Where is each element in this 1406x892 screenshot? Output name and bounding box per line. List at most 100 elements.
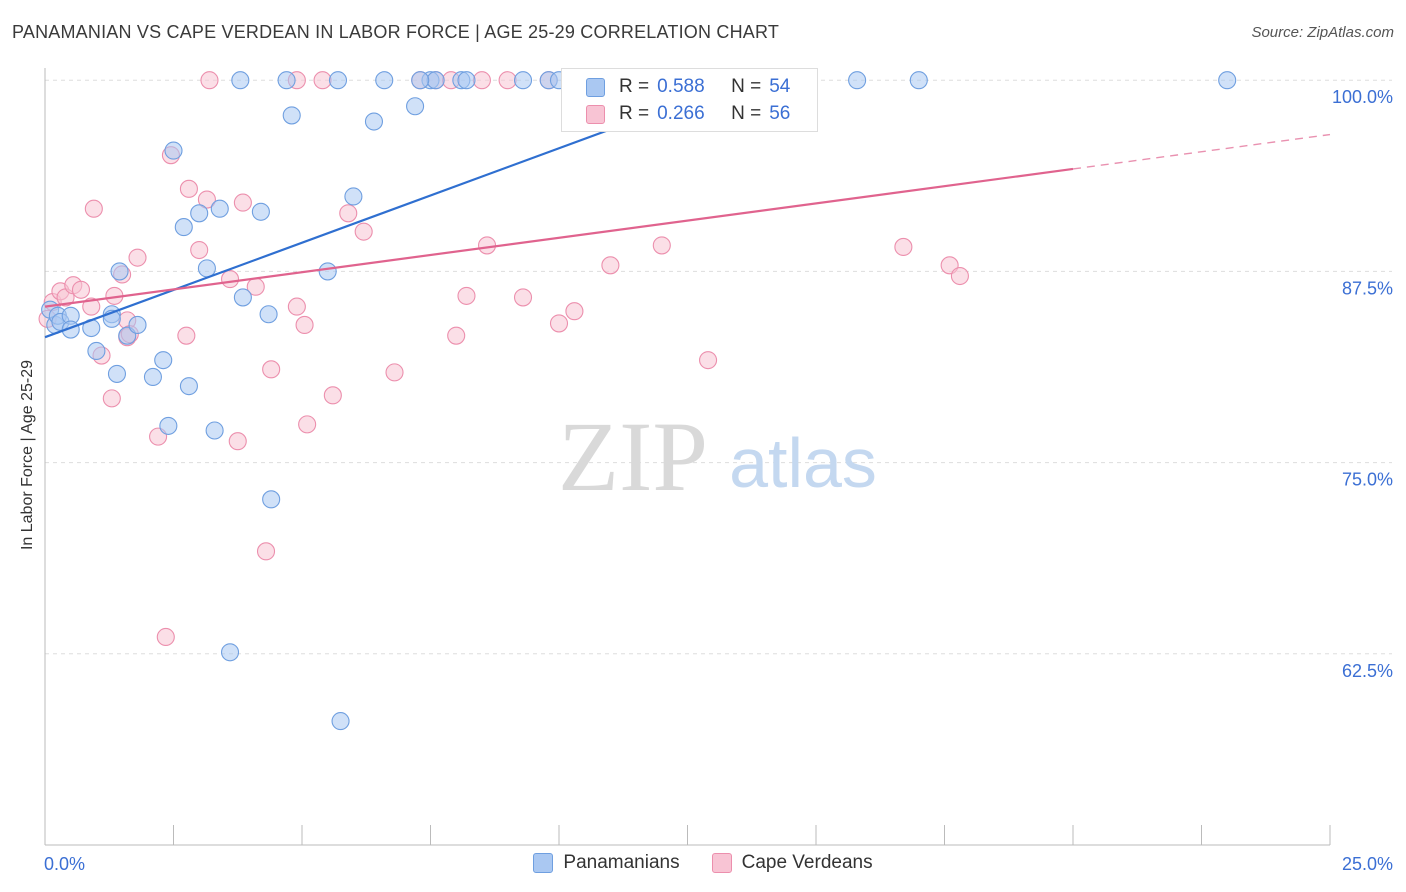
cape-verdean-point [565, 302, 584, 321]
panamanian-point [220, 643, 240, 662]
cape-verdean-point [477, 236, 497, 255]
panamanian-point [190, 204, 209, 223]
watermark: ZIP atlas [558, 401, 877, 512]
panamanian-point [262, 490, 281, 509]
panamanian-point [154, 351, 173, 370]
cape-verdean-point [228, 432, 247, 451]
watermark-zip: ZIP [558, 401, 708, 512]
cape-verdean-point [323, 386, 342, 405]
cape-verdean-point [200, 71, 219, 90]
panamanian-point [251, 202, 270, 221]
panamanian-point [128, 315, 147, 335]
panamanian-point [328, 71, 348, 90]
legend-row-panamanians: R = 0.588 N = 54 [586, 74, 790, 100]
cape-verdean-point [71, 280, 91, 299]
panamanian-point [159, 416, 178, 435]
panamanian-point [277, 71, 296, 90]
cape-verdean-point [233, 193, 252, 212]
panamanian-point [513, 71, 533, 90]
cape-verdean-point [295, 315, 314, 335]
cape-verdean-point [298, 415, 317, 434]
cape-verdean-point [197, 190, 216, 209]
series-legend: Panamanians Cape Verdeans [0, 852, 1406, 874]
legend-item-cape-verdeans[interactable]: Cape Verdeans [711, 852, 873, 874]
cape-verdean-point [498, 71, 517, 90]
cape-verdean-trend-line-extension [1072, 133, 1331, 170]
panamanian-point [233, 288, 252, 307]
panamanian-point [143, 367, 162, 387]
cape-verdean-point [313, 71, 332, 90]
panamanian-point [282, 106, 301, 125]
legend-r-label: R = [619, 103, 650, 124]
cape-verdean-point [128, 248, 147, 267]
panamanian-point [848, 71, 867, 90]
legend-item-panamanians[interactable]: Panamanians [533, 852, 680, 874]
panamanian-point [174, 218, 193, 237]
chart-title: PANAMANIAN VS CAPE VERDEAN IN LABOR FORC… [12, 22, 780, 42]
legend-r-label: R = [619, 76, 650, 97]
panamanian-point [318, 262, 337, 281]
cape-verdean-point [84, 199, 103, 218]
panamanian-point [375, 71, 394, 90]
cape-verdean-point [156, 627, 175, 647]
panamanian-point [205, 421, 224, 440]
panamanian-point [197, 259, 216, 278]
axes [44, 68, 1331, 846]
cape-verdean-point [385, 363, 404, 382]
cape-verdean-point [513, 288, 533, 307]
cape-verdean-point [549, 314, 569, 333]
cape-verdean-point [447, 326, 466, 345]
stats-legend: R = 0.588 N = 54 R = 0.266 N = 56 [561, 68, 818, 132]
cape-verdean-point [894, 237, 913, 257]
panamanian-point [331, 712, 350, 731]
cape-verdean-point [354, 222, 373, 241]
y-tick-label: 75.0% [1342, 470, 1393, 490]
y-tick-label: 87.5% [1342, 278, 1393, 298]
legend-row-cape-verdeans: R = 0.266 N = 56 [586, 101, 790, 127]
legend-n-value: 54 [769, 76, 791, 97]
y-tick-label: 62.5% [1342, 661, 1393, 681]
panamanian-point [179, 377, 198, 396]
legend-n-value: 56 [769, 103, 791, 124]
panamanian-point [411, 71, 430, 90]
legend-swatch-blue [586, 77, 605, 97]
panamanian-point [110, 262, 129, 281]
legend-label-cape-verdeans: Cape Verdeans [741, 852, 873, 873]
cape-verdean-point [950, 266, 969, 286]
legend-swatch-pink [711, 853, 732, 873]
cape-verdean-point [457, 286, 476, 305]
cape-verdean-point [287, 297, 306, 316]
cape-verdean-point [190, 240, 209, 260]
cape-verdean-trend-line [44, 167, 1074, 308]
legend-swatch-pink [586, 104, 605, 124]
x-tick-label: 0.0% [44, 854, 85, 874]
panamanian-point [164, 141, 183, 160]
panamanian-point [231, 71, 250, 90]
cape-verdean-point [262, 360, 281, 379]
cape-verdean-point [179, 179, 198, 198]
cape-verdean-point [472, 71, 491, 90]
legend-swatch-blue [533, 853, 554, 873]
cape-verdean-point [339, 204, 358, 223]
panamanian-point [259, 305, 278, 324]
cape-verdean-point [220, 270, 240, 289]
cape-verdean-point [177, 326, 196, 345]
tick-labels: 100.0% 87.5% 75.0% 62.5% 0.0% 25.0% [44, 87, 1393, 874]
panamanian-point [1218, 71, 1237, 90]
panamanian-point [457, 71, 476, 90]
panamanian-point [909, 71, 928, 90]
cape-verdean-point [102, 389, 121, 408]
panamanian-point [210, 199, 229, 218]
legend-label-panamanians: Panamanians [563, 852, 680, 873]
cape-verdean-point [82, 297, 101, 316]
source-label: Source: ZipAtlas.com [1251, 24, 1394, 41]
legend-n-label: N = [731, 103, 762, 124]
panamanian-point [107, 364, 127, 383]
cape-verdean-point [256, 542, 276, 561]
panamanian-point [87, 341, 106, 361]
legend-n-label: N = [731, 76, 762, 97]
cape-verdean-point [601, 256, 620, 275]
y-tick-label: 100.0% [1332, 87, 1393, 107]
gridlines [45, 79, 1392, 655]
